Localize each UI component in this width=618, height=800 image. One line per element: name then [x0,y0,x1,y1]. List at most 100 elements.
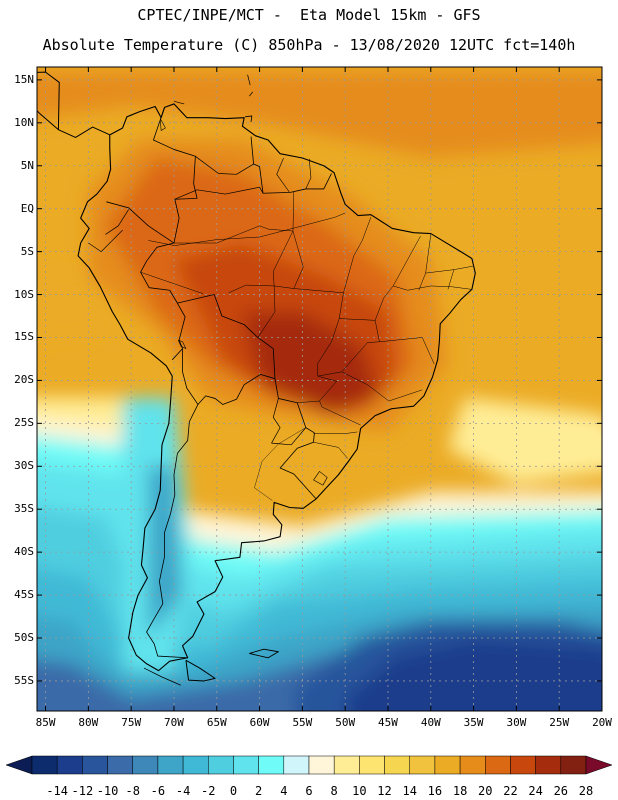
coastline [341,371,423,402]
lat-lon-grid [37,67,602,711]
lon-label-25w: 25W [549,716,570,729]
colorbar-label: 12 [377,784,392,798]
coastline [292,230,304,289]
coastline [254,427,306,501]
map-frame [36,66,603,712]
lon-label-80w: 80W [78,716,99,729]
lat-label-5s: 5S [20,244,34,258]
coastlines-borders [37,53,476,686]
coastline [146,404,199,659]
axis-ticks [37,67,603,711]
map-title: CPTEC/INPE/MCT - Eta Model 15km - GFS [137,6,481,24]
coastline [244,115,253,123]
colorbar-label: 14 [402,784,417,798]
coastline [106,107,198,244]
coastline [148,212,346,246]
colorbar-swatch [308,755,335,775]
lat-label-40s: 40S [14,545,34,559]
coastline [174,186,264,200]
coastline [418,272,426,291]
colorbar-label: 6 [305,784,313,798]
colorbar-swatch [485,755,511,775]
coastline [143,667,181,686]
colorbar-label: 8 [330,784,338,798]
colorbar-label: 10 [352,784,367,798]
lat-label-20s: 20S [14,373,34,387]
lon-label-30w: 30W [506,716,527,729]
colorbar-swatch [359,755,385,775]
colorbar-under-arrow [5,755,33,775]
colorbar-swatch [31,755,58,775]
colorbar-swatch [157,755,184,775]
lat-label-15s: 15S [14,330,34,344]
colorbar-label: 26 [553,784,569,798]
colorbar-swatch [409,755,436,775]
map-subtitle: Absolute Temperature (C) 850hPa - 13/08/… [42,36,576,54]
colorbar-label: -2 [201,784,216,798]
lat-label-10n: 10N [14,115,34,129]
colorbar-label: -12 [71,784,94,798]
colorbar-swatch [82,755,108,775]
lat-label-eq: EQ [20,201,34,215]
coastline [374,236,421,321]
color-scale [5,755,613,775]
colorbar-label: 16 [427,784,443,798]
lat-label-15n: 15N [14,72,34,86]
lon-label-45w: 45W [378,716,398,729]
coastline [276,157,290,193]
colorbar-swatch [434,755,461,775]
coastline [313,471,328,486]
coastline [379,337,435,365]
colorbar-swatch [258,755,285,775]
coastline [37,71,60,130]
colorbar-swatch [208,755,234,775]
lon-label-75w: 75W [121,716,142,729]
lon-label-85w: 85W [35,716,56,729]
lat-label-50s: 50S [14,631,34,644]
lat-label-35s: 35S [14,502,34,516]
lat-label-30s: 30S [14,459,34,473]
colorbar-label: -4 [175,784,191,798]
colorbar-label: 2 [255,784,263,798]
colorbar-swatch [233,755,259,775]
colorbar-swatch [56,755,83,775]
coastline [233,53,236,56]
coastline [319,400,361,426]
coastline [317,318,380,377]
coastline [249,91,254,97]
lat-label-10s: 10S [14,287,34,301]
lat-label-55s: 55S [14,673,34,687]
colorbar-swatch [459,755,486,775]
coastline [243,62,245,65]
colorbar-label: 22 [503,784,518,798]
coastline [257,285,344,403]
coastline [173,101,185,105]
colorbar-label: -10 [96,784,119,798]
coastline [177,339,187,349]
coastline [249,648,279,659]
lon-label-55w: 55W [292,716,313,729]
coastline [313,431,358,434]
coastline [182,348,276,405]
lon-label-65w: 65W [206,716,227,729]
lon-label-50w: 50W [335,716,356,729]
colorbar-swatch [560,755,587,775]
lon-label-35w: 35W [463,716,484,729]
lat-label-25s: 25S [14,416,34,430]
colorbar-swatch [333,755,360,775]
colorbar-label: 18 [452,784,468,798]
coastline [140,271,204,294]
colorbar-label: -6 [150,784,166,798]
lon-label-20w: 20W [592,716,612,729]
coastline [159,118,166,131]
lon-label-40w: 40W [420,716,441,729]
colorbar-swatch [510,755,536,775]
lon-label-60w: 60W [249,716,270,729]
coastline [393,285,472,291]
colorbar-label: -14 [46,784,69,798]
temperature-map [36,53,603,712]
colorbar-swatch [283,755,310,775]
coastline [447,269,455,290]
colorbar-over-arrow [585,755,613,775]
coastline [105,209,129,235]
